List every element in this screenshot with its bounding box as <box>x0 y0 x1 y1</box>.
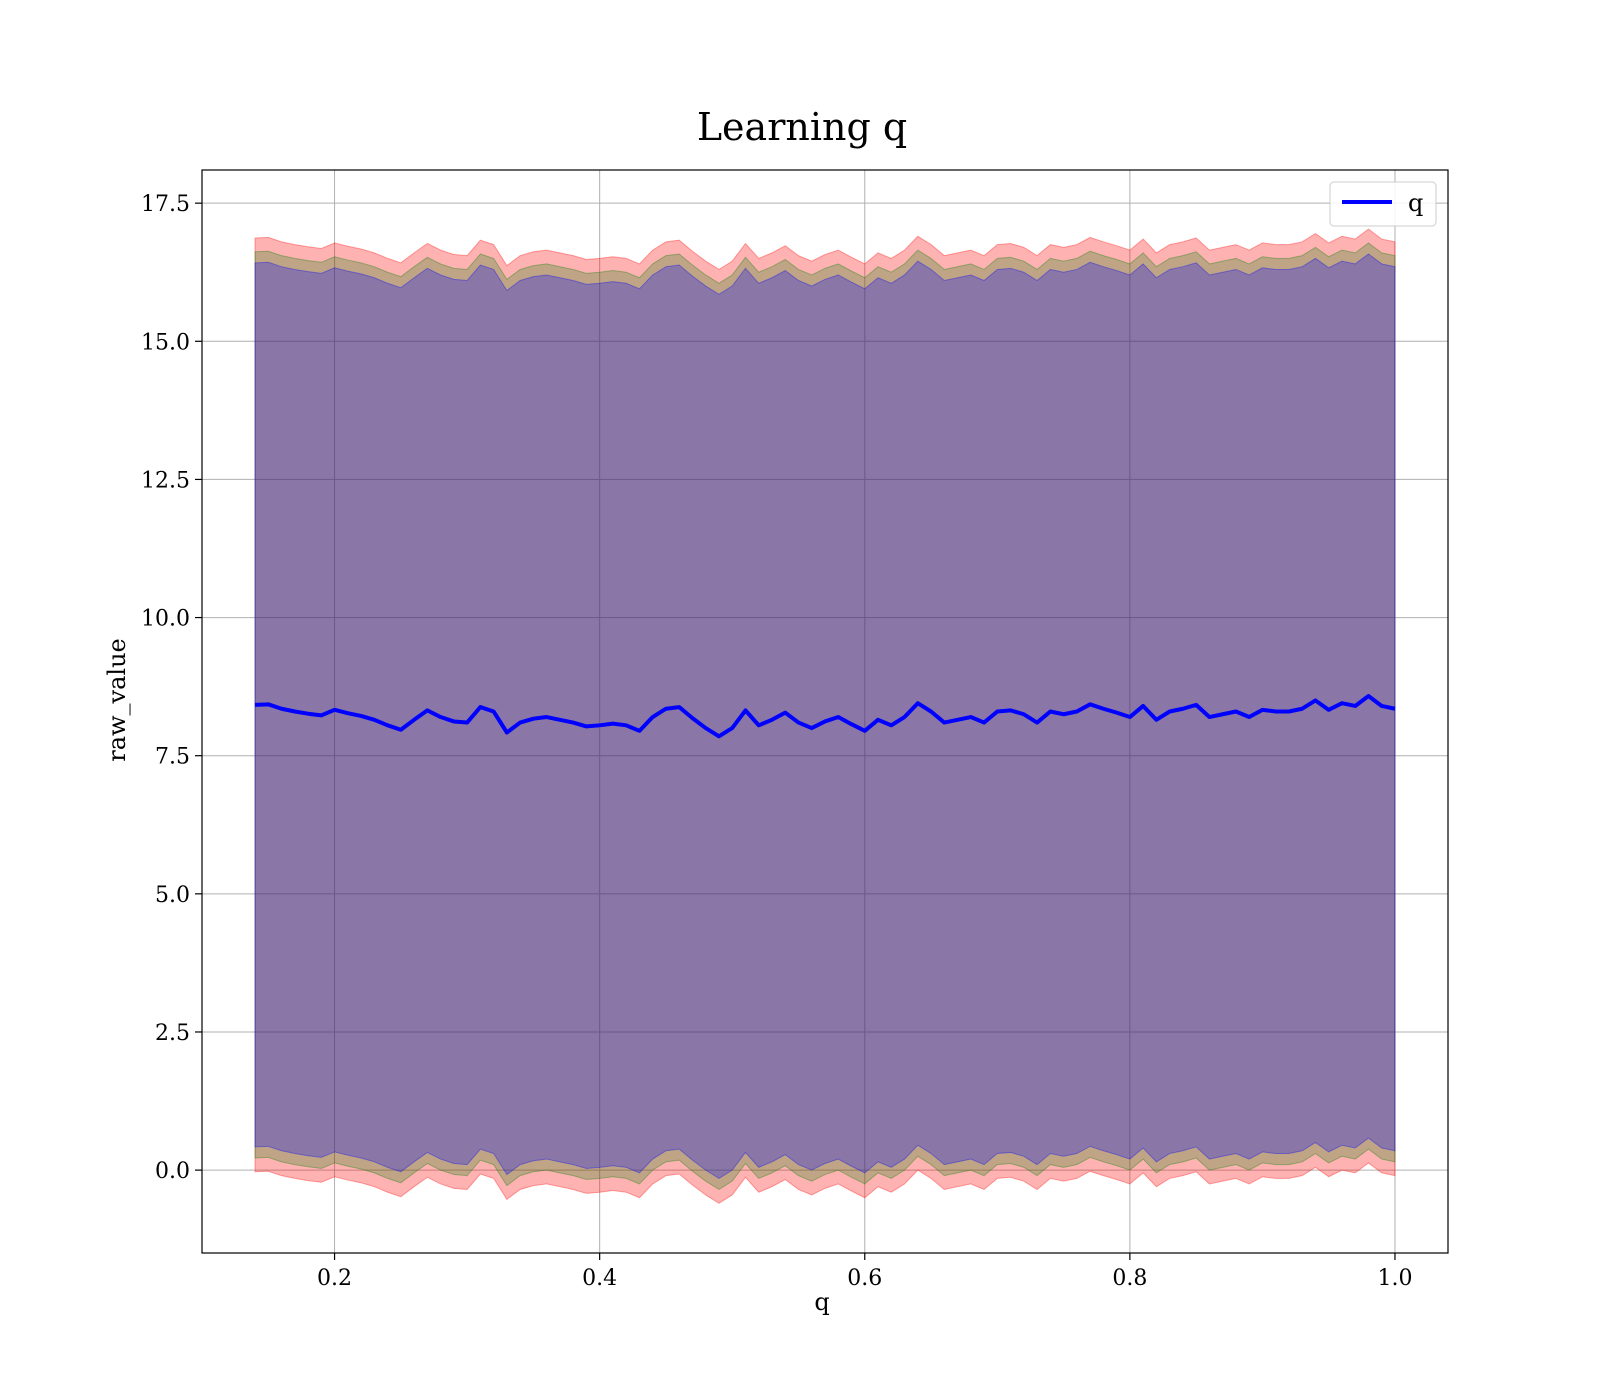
x-tick-label: 0.2 <box>317 1266 352 1291</box>
y-axis-ticks: 0.0 2.5 5.0 7.5 10.0 12.5 15.0 17.5 <box>141 192 202 1184</box>
y-tick-label: 5.0 <box>155 883 190 908</box>
chart-title: Learning q <box>697 105 907 149</box>
y-tick-label: 2.5 <box>155 1021 190 1046</box>
y-tick-label: 10.0 <box>141 607 190 632</box>
y-tick-label: 17.5 <box>141 192 190 217</box>
y-tick-label: 0.0 <box>155 1159 190 1184</box>
series-line-q <box>254 694 1396 739</box>
y-tick-label: 15.0 <box>141 330 190 355</box>
grid <box>202 170 1448 1253</box>
legend: q <box>1329 181 1437 227</box>
x-tick-label: 0.4 <box>582 1266 617 1291</box>
x-axis-label: q <box>814 1288 829 1316</box>
confidence-band-1 <box>254 242 1396 1191</box>
x-tick-label: 0.6 <box>847 1266 882 1291</box>
plot-frame <box>201 169 1449 1254</box>
confidence-band-2 <box>254 253 1396 1179</box>
legend-entry-q: q <box>1408 189 1423 217</box>
x-tick-label: 0.8 <box>1112 1266 1147 1291</box>
bands-layer <box>254 228 1396 1204</box>
y-tick-label: 12.5 <box>141 468 190 493</box>
x-tick-label: 1.0 <box>1377 1266 1412 1291</box>
y-tick-label: 7.5 <box>155 745 190 770</box>
lines-layer <box>254 694 1396 739</box>
y-axis-label: raw_value <box>103 638 131 762</box>
confidence-band-0 <box>254 228 1396 1204</box>
x-axis-ticks: 0.2 0.4 0.6 0.8 1.0 <box>317 1253 1412 1291</box>
